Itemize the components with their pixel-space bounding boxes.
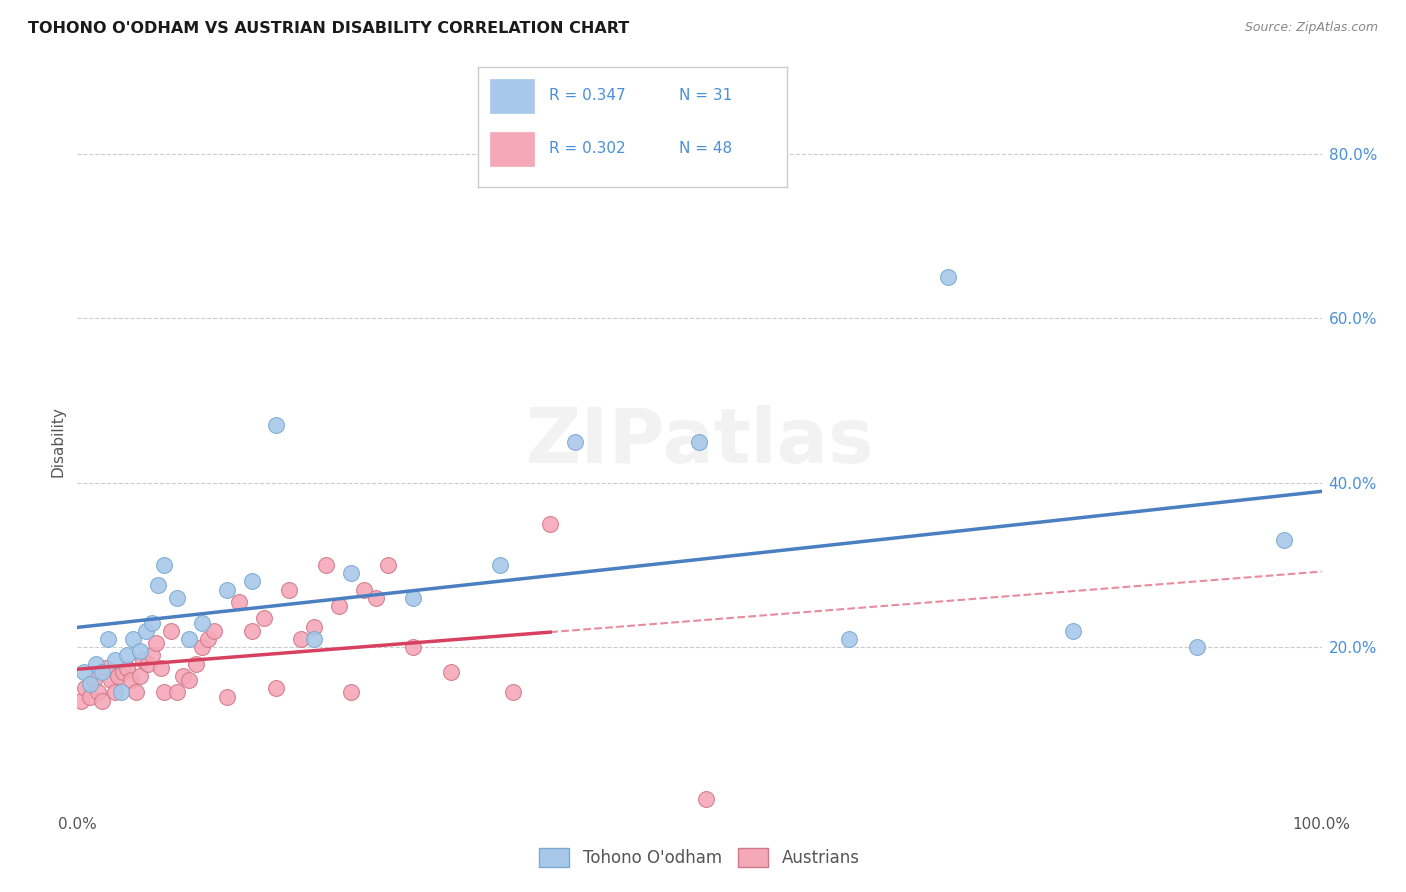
Point xyxy=(120,673,142,687)
Point xyxy=(179,673,201,687)
Point xyxy=(107,669,129,683)
Point xyxy=(115,648,138,663)
Point xyxy=(153,558,176,572)
Point xyxy=(115,661,138,675)
Point xyxy=(1062,624,1084,638)
Text: R = 0.302: R = 0.302 xyxy=(550,141,626,156)
Point xyxy=(215,690,238,704)
Point xyxy=(153,685,176,699)
Point xyxy=(136,657,159,671)
Point xyxy=(132,652,155,666)
Point xyxy=(172,669,194,683)
Point xyxy=(340,685,363,699)
Point xyxy=(191,640,214,655)
Point xyxy=(184,657,207,671)
Point xyxy=(112,665,135,679)
Point xyxy=(110,685,132,699)
Point xyxy=(695,792,717,806)
Point xyxy=(97,632,120,646)
Text: Source: ZipAtlas.com: Source: ZipAtlas.com xyxy=(1244,21,1378,34)
Point xyxy=(104,685,127,699)
Point xyxy=(402,591,425,605)
Point xyxy=(328,599,350,613)
Point xyxy=(838,632,860,646)
Point xyxy=(91,694,114,708)
Point xyxy=(564,434,586,449)
Point xyxy=(240,574,263,589)
Point xyxy=(128,644,150,658)
Point xyxy=(94,661,117,675)
Point xyxy=(135,624,157,638)
Text: N = 31: N = 31 xyxy=(679,88,733,103)
Point xyxy=(70,694,93,708)
Point xyxy=(73,681,96,696)
Point xyxy=(83,673,105,687)
Point xyxy=(191,615,214,630)
Text: N = 48: N = 48 xyxy=(679,141,733,156)
Point xyxy=(364,591,387,605)
Point xyxy=(91,665,114,679)
Point xyxy=(240,624,263,638)
Text: R = 0.347: R = 0.347 xyxy=(550,88,626,103)
Point xyxy=(377,558,399,572)
Point xyxy=(141,648,163,663)
Y-axis label: Disability: Disability xyxy=(51,406,66,477)
Point xyxy=(87,685,110,699)
Point xyxy=(302,632,325,646)
Point xyxy=(402,640,425,655)
Point xyxy=(100,673,122,687)
Point xyxy=(122,632,145,646)
Point xyxy=(253,611,276,625)
Point xyxy=(79,690,101,704)
Point xyxy=(166,685,188,699)
Point xyxy=(302,619,325,633)
Point xyxy=(266,418,288,433)
Point xyxy=(440,665,463,679)
Point xyxy=(340,566,363,581)
Point xyxy=(145,636,167,650)
Point xyxy=(538,516,561,531)
Point xyxy=(290,632,312,646)
Bar xyxy=(491,79,534,112)
Point xyxy=(72,665,94,679)
Point xyxy=(179,632,201,646)
Point xyxy=(1272,533,1295,548)
Point xyxy=(315,558,337,572)
Point xyxy=(84,657,107,671)
Point xyxy=(148,578,170,592)
Point xyxy=(159,624,181,638)
Text: TOHONO O'ODHAM VS AUSTRIAN DISABILITY CORRELATION CHART: TOHONO O'ODHAM VS AUSTRIAN DISABILITY CO… xyxy=(28,21,630,36)
Point xyxy=(128,669,150,683)
Point xyxy=(489,558,512,572)
Bar xyxy=(491,132,534,166)
Point xyxy=(215,582,238,597)
Point xyxy=(938,270,960,285)
Point xyxy=(1187,640,1209,655)
Point xyxy=(228,595,250,609)
Point xyxy=(202,624,225,638)
Point xyxy=(125,685,148,699)
Point xyxy=(689,434,711,449)
Point xyxy=(149,661,172,675)
Point xyxy=(353,582,375,597)
Point xyxy=(266,681,288,696)
Point xyxy=(104,652,127,666)
Point xyxy=(502,685,524,699)
Legend: Tohono O'odham, Austrians: Tohono O'odham, Austrians xyxy=(533,841,866,874)
Text: ZIPatlas: ZIPatlas xyxy=(526,405,873,478)
Point xyxy=(166,591,188,605)
Point xyxy=(79,677,101,691)
Point xyxy=(277,582,299,597)
Point xyxy=(197,632,219,646)
Point xyxy=(141,615,163,630)
